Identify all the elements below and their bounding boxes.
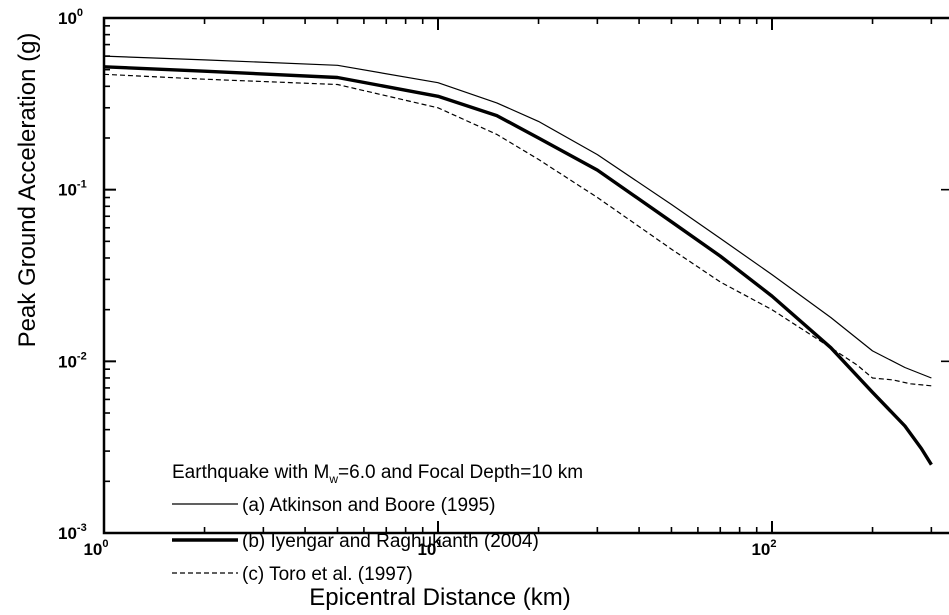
x-tick-label-base: 10 [751, 540, 770, 559]
x-tick-label-base: 10 [83, 540, 102, 559]
legend-title-prefix: Earthquake with M [172, 462, 329, 483]
plot-frame [102, 16, 949, 535]
y-tick-label-exp: -2 [77, 350, 87, 362]
y-tick-label-exp: 0 [77, 7, 83, 19]
legend-label-c: (c) Toro et al. (1997) [242, 564, 413, 585]
x-tick-label-exp: 0 [102, 538, 108, 550]
series-layer [104, 55, 933, 466]
x-tick-label-base: 10 [417, 540, 436, 559]
series-line-a [104, 55, 932, 379]
y-tick-label-base: 10 [58, 352, 77, 371]
x-tick-label-exp: 1 [436, 538, 442, 550]
series-line-b [104, 65, 933, 466]
legend-title: Earthquake with Mw=6.0 and Focal Depth=1… [172, 462, 583, 486]
legend-title-suffix: =6.0 and Focal Depth=10 km [338, 462, 583, 483]
x-tick-label: 100 [83, 538, 108, 559]
legend-title-sub: w [328, 472, 338, 486]
x-tick-label-exp: 2 [770, 538, 776, 550]
y-axis-title: Peak Ground Acceleration (g) [14, 33, 41, 348]
series-line-c [104, 73, 932, 387]
y-tick-label: 100 [58, 7, 83, 28]
legend-label-b: (b) Iyengar and Raghukanth (2004) [242, 531, 539, 552]
y-tick-label: 10-3 [58, 522, 87, 543]
legend-label-a: (a) Atkinson and Boore (1995) [242, 495, 496, 516]
y-tick-label: 10-2 [58, 350, 87, 371]
y-tick-label-exp: -3 [77, 522, 87, 534]
y-tick-label-base: 10 [58, 524, 77, 543]
axis-ticks [103, 17, 949, 534]
legend: Earthquake with Mw=6.0 and Focal Depth=1… [172, 462, 583, 585]
x-axis-title: Epicentral Distance (km) [309, 584, 570, 611]
y-tick-label-base: 10 [58, 181, 77, 200]
y-tick-label-exp: -1 [77, 179, 87, 191]
plot-border [102, 16, 949, 535]
y-tick-label: 10-1 [58, 179, 87, 200]
y-tick-label-base: 10 [58, 9, 77, 28]
x-tick-label: 102 [751, 538, 776, 559]
x-tick-label: 101 [417, 538, 442, 559]
